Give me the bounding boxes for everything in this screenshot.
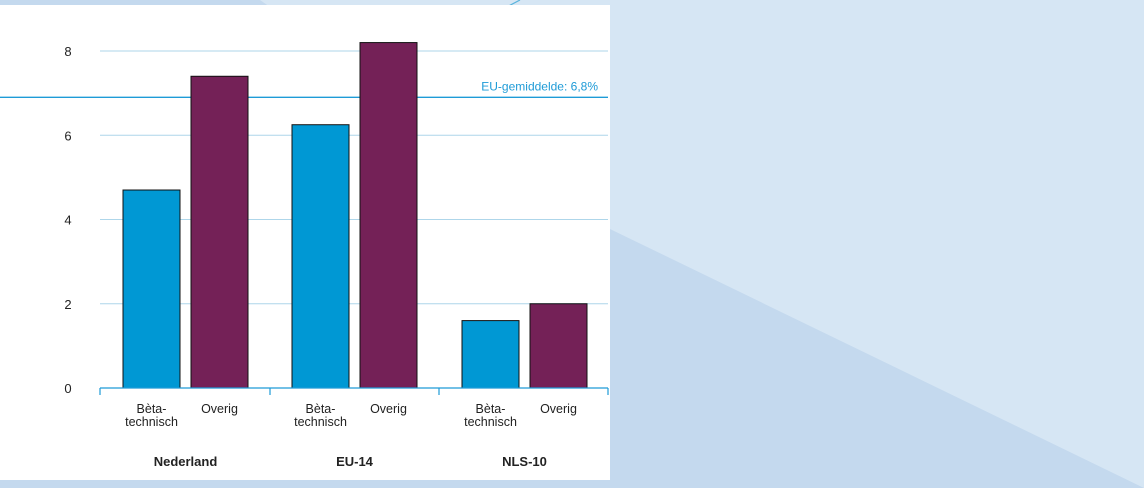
group-labels: Nederland EU-14 NLS-10 bbox=[154, 454, 547, 469]
y-tick-label: 0 bbox=[64, 381, 71, 396]
x-axis-ticks bbox=[99, 388, 609, 395]
group-label: NLS-10 bbox=[502, 454, 547, 469]
bars bbox=[122, 42, 588, 389]
bar-beta-technisch-eu-14 bbox=[291, 124, 350, 389]
bar-overig-nls-10 bbox=[529, 303, 588, 389]
bar-overig-nederland bbox=[190, 75, 249, 389]
x-label-beta-technisch: Bèta-technisch bbox=[294, 402, 347, 429]
y-axis-ticks: 0 2 4 6 8 bbox=[64, 44, 71, 396]
gridlines bbox=[100, 50, 608, 305]
x-axis-labels: Bèta-technisch Overig Bèta-technisch Overig… bbox=[125, 402, 577, 429]
eu-average-label: EU-gemiddelde: 6,8% bbox=[481, 79, 598, 93]
group-label: EU-14 bbox=[336, 454, 374, 469]
bar-overig-eu-14 bbox=[359, 42, 418, 389]
y-tick-label: 6 bbox=[64, 128, 71, 143]
y-tick-label: 8 bbox=[64, 44, 71, 59]
x-label-overig: Overig bbox=[201, 402, 238, 416]
x-label-overig: Overig bbox=[540, 402, 577, 416]
bar-beta-technisch-nls-10 bbox=[461, 320, 520, 389]
y-tick-label: 2 bbox=[64, 297, 71, 312]
x-label-beta-technisch: Bèta-technisch bbox=[464, 402, 517, 429]
group-label: Nederland bbox=[154, 454, 218, 469]
bar-beta-technisch-nederland bbox=[122, 189, 181, 389]
x-label-overig: Overig bbox=[370, 402, 407, 416]
y-tick-label: 4 bbox=[64, 213, 71, 228]
x-label-beta-technisch: Bèta-technisch bbox=[125, 402, 178, 429]
